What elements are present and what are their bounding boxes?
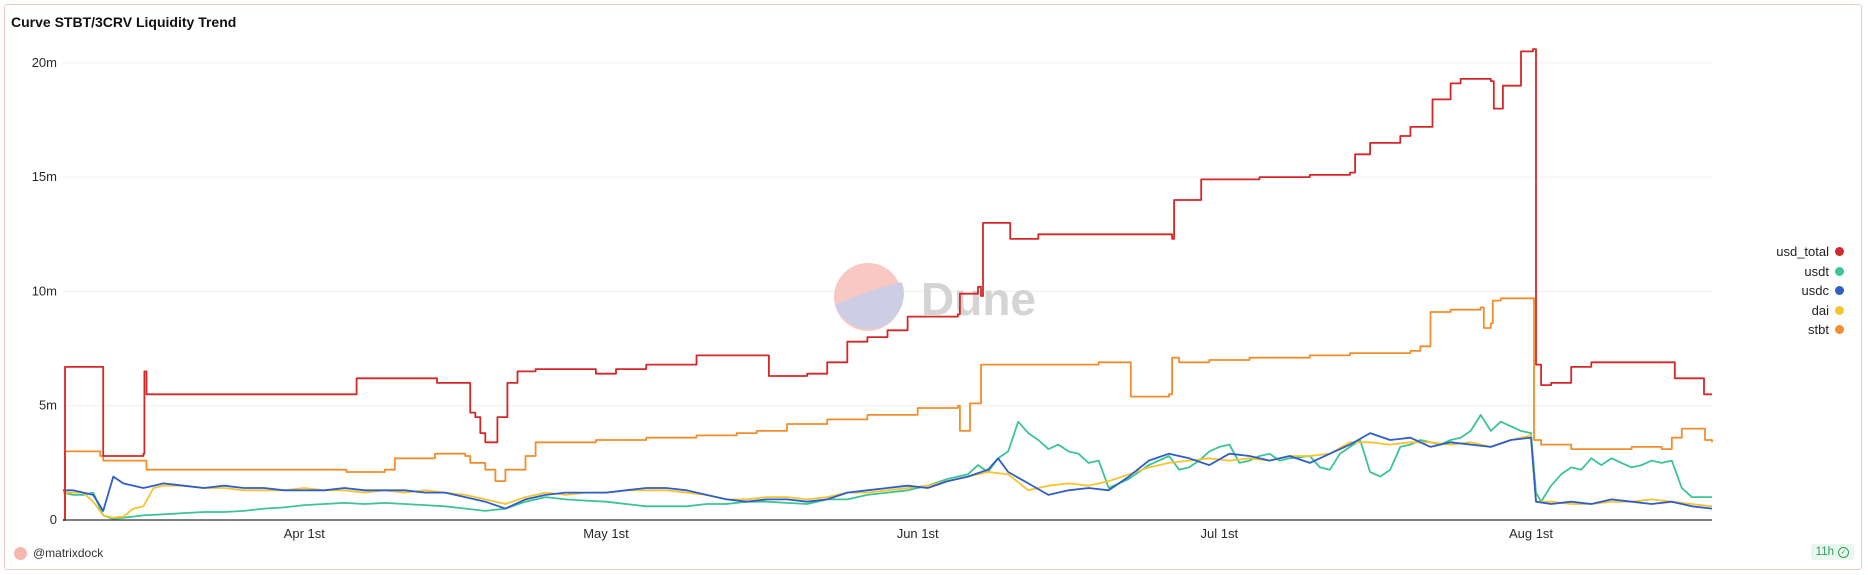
y-tick-label: 5m — [39, 398, 57, 413]
legend-dot-icon — [1835, 305, 1844, 315]
avatar — [14, 546, 27, 560]
legend-label: stbt — [1808, 322, 1829, 338]
legend-dot-icon — [1835, 325, 1844, 335]
legend-label: dai — [1811, 302, 1829, 318]
y-tick-label: 20m — [32, 55, 57, 70]
y-axis-ticks: 0 5m 10m 15m 20m — [32, 55, 57, 527]
series-line-stbt — [63, 297, 1713, 521]
author-handle: @matrixdock — [33, 546, 104, 560]
legend-dot-icon — [1835, 286, 1844, 296]
x-tick-label: May 1st — [583, 526, 629, 541]
series-line-usd_total — [63, 48, 1712, 521]
x-tick-label: Jul 1st — [1201, 526, 1239, 541]
chart-title: Curve STBT/3CRV Liquidity Trend — [11, 14, 237, 30]
check-circle-icon: ✓ — [1838, 546, 1849, 558]
series-lines — [62, 48, 1713, 521]
dune-watermark: Dune — [834, 263, 1036, 331]
legend-item-usdt[interactable]: usdt — [1704, 262, 1844, 282]
legend-item-stbt[interactable]: stbt — [1704, 320, 1844, 340]
y-tick-label: 10m — [32, 283, 57, 298]
legend-dot-icon — [1835, 266, 1844, 276]
legend-item-usd_total[interactable]: usd_total — [1704, 242, 1844, 262]
legend-label: usdc — [1801, 283, 1829, 299]
legend-item-usdc[interactable]: usdc — [1704, 281, 1844, 301]
grid-lines — [63, 62, 1712, 407]
legend-label: usd_total — [1776, 244, 1829, 260]
series-line-usdc — [63, 432, 1713, 512]
age-label: 11h — [1815, 546, 1834, 558]
chart-card — [4, 4, 1862, 570]
legend-label: usdt — [1804, 263, 1829, 279]
x-tick-label: Apr 1st — [284, 526, 326, 541]
x-axis-ticks: Apr 1st May 1st Jun 1st Jul 1st Aug 1st — [284, 526, 1554, 541]
author[interactable]: @matrixdock — [14, 546, 103, 560]
series-line-usdt — [62, 414, 1712, 520]
y-tick-label: 15m — [32, 169, 57, 184]
y-tick-label: 0 — [50, 512, 57, 527]
x-tick-label: Jun 1st — [897, 526, 939, 541]
dune-logo-shade — [835, 282, 904, 329]
x-tick-label: Aug 1st — [1509, 526, 1553, 541]
legend-dot-icon — [1835, 247, 1844, 257]
legend-item-dai[interactable]: dai — [1704, 301, 1844, 321]
freshness-badge: 11h ✓ — [1810, 544, 1854, 560]
